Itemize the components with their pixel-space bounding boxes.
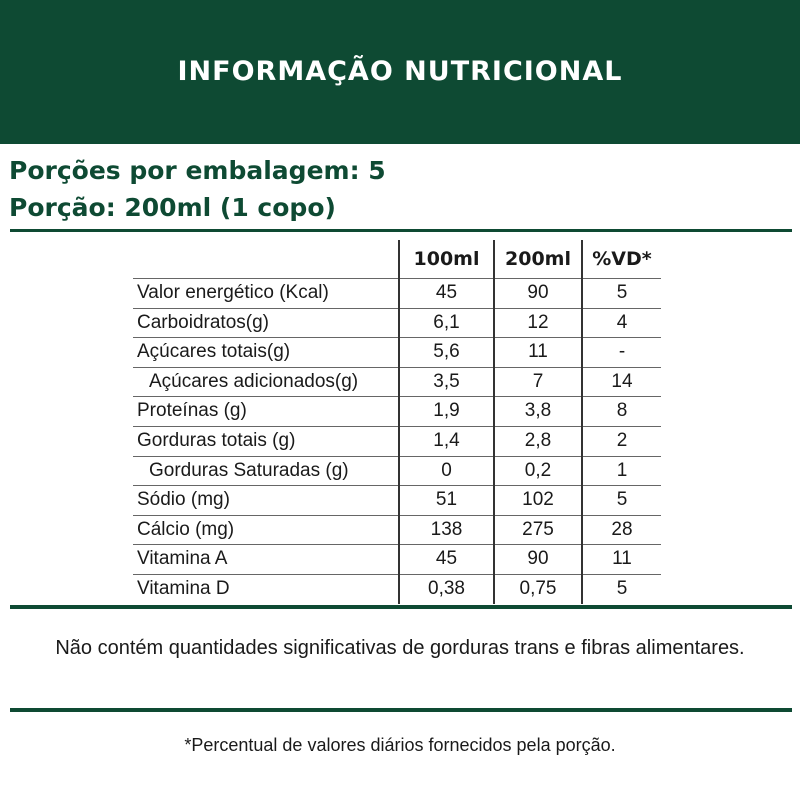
value-vd: 5 [581,278,661,309]
table-row: Sódio (mg) 51 102 5 [133,485,661,516]
table-row: Açúcares adicionados(g) 3,5 7 14 [133,366,661,397]
value-100ml: 0 [398,455,494,486]
row-label: Açúcares totais(g) [133,337,399,368]
row-label: Sódio (mg) [133,485,399,516]
table-row: Vitamina D 0,38 0,75 5 [133,573,661,604]
value-vd: 5 [581,485,661,516]
value-vd: - [581,337,661,368]
value-100ml: 45 [398,544,494,575]
nutrition-table: 100ml 200ml %VD* Valor energético (Kcal)… [133,240,661,604]
footnote: *Percentual de valores diários fornecido… [184,735,616,755]
value-200ml: 7 [493,366,582,397]
table-row: Vitamina A 45 90 11 [133,544,661,575]
value-200ml: 2,8 [493,425,582,457]
row-label: Vitamina A [133,544,399,575]
value-100ml: 1,9 [398,396,494,427]
row-label: Proteínas (g) [133,396,399,427]
page-title: INFORMAÇÃO NUTRICIONAL [177,55,623,87]
value-vd: 28 [581,514,661,545]
value-200ml: 275 [493,514,582,545]
table-row: Gorduras Saturadas (g) 0 0,2 1 [133,455,661,486]
value-vd: 11 [581,544,661,575]
value-200ml: 12 [493,307,582,338]
value-vd: 14 [581,366,661,397]
trans-fat-note: Não contém quantidades significativas de… [55,637,745,659]
value-100ml: 51 [398,485,494,516]
value-100ml: 5,6 [398,337,494,368]
servings-per-package: Porções por embalagem: 5 [9,156,386,185]
table-row: Açúcares totais(g) 5,6 11 - [133,337,661,368]
table-row: Proteínas (g) 1,9 3,8 8 [133,396,661,427]
value-200ml: 0,75 [493,573,582,604]
row-label: Vitamina D [133,573,399,604]
value-100ml: 138 [398,514,494,545]
value-200ml: 90 [493,544,582,575]
column-header-100ml: 100ml [398,240,494,279]
value-vd: 2 [581,425,661,457]
row-label: Valor energético (Kcal) [133,278,399,309]
table-row: Valor energético (Kcal) 45 90 5 [133,278,661,309]
value-200ml: 0,2 [493,455,582,486]
table-row: Carboidratos(g) 6,1 12 4 [133,307,661,338]
column-header-vd: %VD* [581,240,661,279]
column-header-200ml: 200ml [493,240,582,279]
value-200ml: 11 [493,337,582,368]
row-label: Gorduras Saturadas (g) [133,455,399,486]
value-vd: 8 [581,396,661,427]
value-vd: 5 [581,573,661,604]
table-row: Cálcio (mg) 138 275 28 [133,514,661,545]
row-label: Cálcio (mg) [133,514,399,545]
value-100ml: 0,38 [398,573,494,604]
divider-top [10,229,792,232]
value-100ml: 3,5 [398,366,494,397]
header-empty-cell [133,240,399,279]
table-row: Gorduras totais (g) 1,4 2,8 2 [133,425,661,457]
header-banner: INFORMAÇÃO NUTRICIONAL [0,0,800,144]
value-200ml: 90 [493,278,582,309]
value-vd: 4 [581,307,661,338]
value-100ml: 6,1 [398,307,494,338]
row-label: Carboidratos(g) [133,307,399,338]
value-200ml: 102 [493,485,582,516]
value-100ml: 45 [398,278,494,309]
divider-bottom [10,708,792,712]
portion-size: Porção: 200ml (1 copo) [9,193,336,222]
divider-middle [10,605,792,609]
row-label: Gorduras totais (g) [133,425,399,457]
table-header-row: 100ml 200ml %VD* [133,240,661,279]
row-label: Açúcares adicionados(g) [133,366,399,397]
value-vd: 1 [581,455,661,486]
value-100ml: 1,4 [398,425,494,457]
value-200ml: 3,8 [493,396,582,427]
